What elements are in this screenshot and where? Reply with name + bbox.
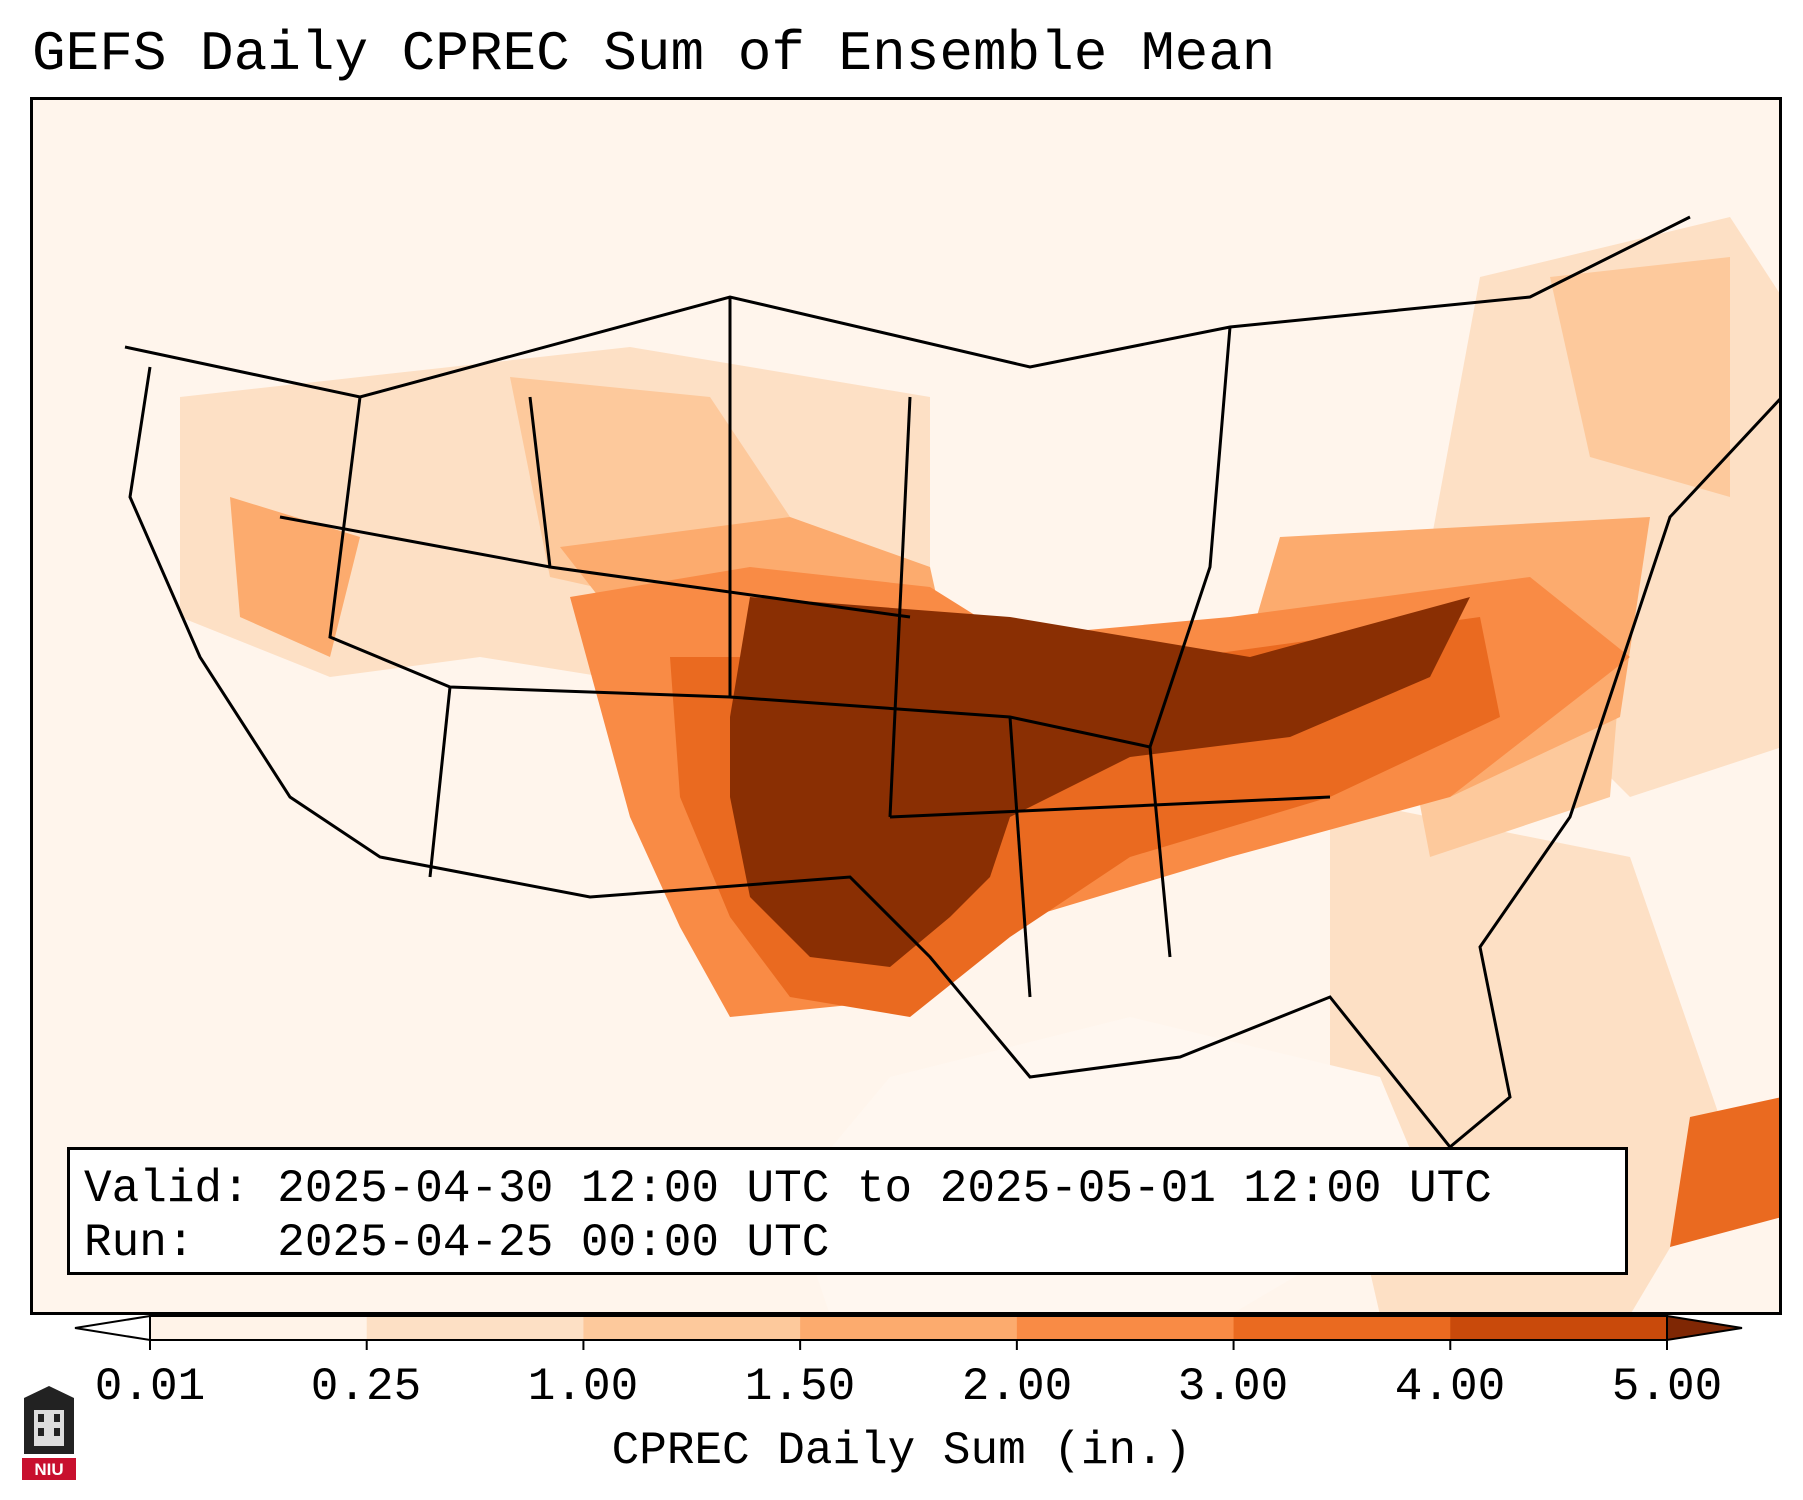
valid-label: Valid: — [84, 1163, 250, 1215]
chart-title: GEFS Daily CPREC Sum of Ensemble Mean — [32, 22, 1276, 86]
niu-logo: NIU — [22, 1386, 76, 1480]
run-line: Run: 2025-04-25 00:00 UTC — [84, 1216, 1625, 1270]
valid-line: Valid: 2025-04-30 12:00 UTC to 2025-05-0… — [84, 1162, 1625, 1216]
colorbar-label: CPREC Daily Sum (in.) — [611, 1425, 1192, 1477]
colorbar-over-arrow — [1666, 1314, 1743, 1342]
colorbar-under-arrow — [74, 1314, 151, 1342]
precipitation-map — [30, 97, 1782, 1315]
valid-value: 2025-04-30 12:00 UTC to 2025-05-01 12:00… — [277, 1163, 1492, 1215]
state-borders — [124, 215, 1782, 1150]
tick-label: 1.50 — [744, 1361, 856, 1413]
colorbar-segment — [150, 1316, 368, 1340]
tick-label: 0.25 — [310, 1361, 422, 1413]
run-label: Run: — [84, 1217, 195, 1269]
colorbar — [74, 1314, 1743, 1350]
tick-label: 2.00 — [961, 1361, 1073, 1413]
colorbar-frame — [149, 1315, 1668, 1341]
colorbar-segment — [583, 1316, 801, 1340]
tick-label: 0.01 — [94, 1361, 206, 1413]
logo-text: NIU — [34, 1460, 63, 1479]
colorbar-segment — [1233, 1316, 1451, 1340]
map-frame — [30, 97, 1782, 1315]
tick-label: 4.00 — [1394, 1361, 1506, 1413]
tick-label: 1.00 — [527, 1361, 639, 1413]
info-box: Valid: 2025-04-30 12:00 UTC to 2025-05-0… — [67, 1147, 1628, 1275]
colorbar-segment — [1016, 1316, 1235, 1340]
colorbar-segment — [1450, 1316, 1668, 1340]
colorbar-segment — [366, 1316, 584, 1340]
tick-label: 5.00 — [1611, 1361, 1723, 1413]
run-value: 2025-04-25 00:00 UTC — [277, 1217, 830, 1269]
precip-level-6 — [730, 597, 1470, 967]
tick-label: 3.00 — [1177, 1361, 1289, 1413]
colorbar-segment — [800, 1316, 1018, 1340]
